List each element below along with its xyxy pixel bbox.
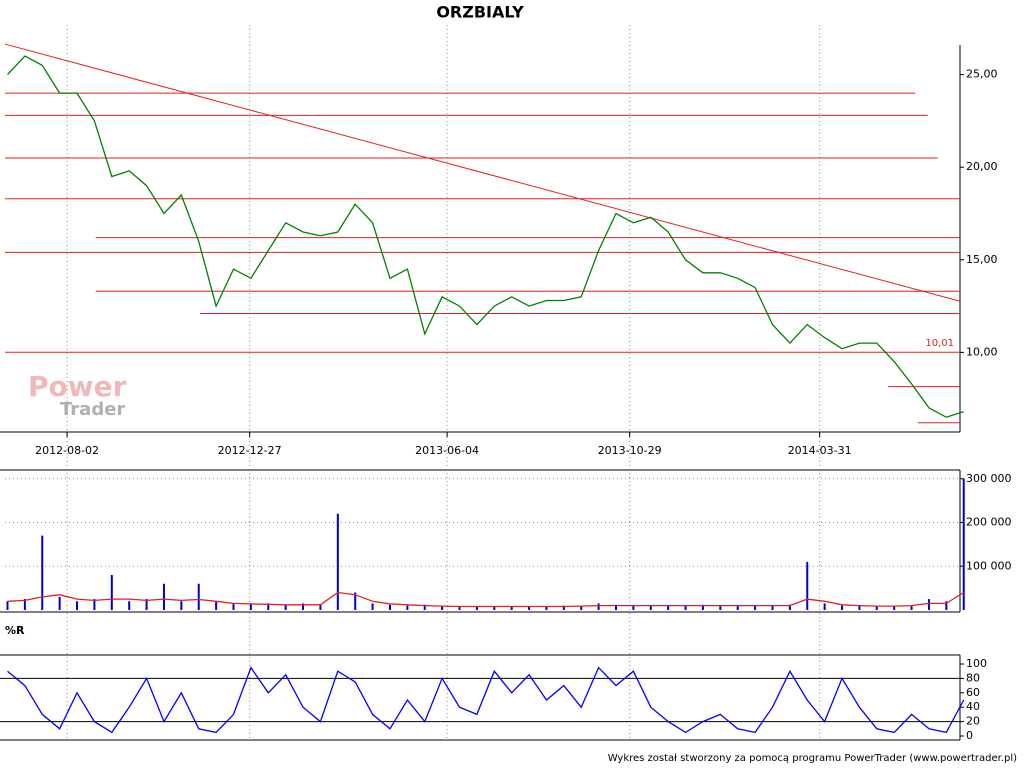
volume-bar: [771, 605, 774, 610]
volume-bar: [754, 605, 757, 610]
x-tick-label: 2013-06-04: [415, 444, 479, 457]
x-tick-label: 2012-12-27: [218, 444, 282, 457]
volume-bar: [545, 606, 548, 610]
y-tick-label: 40: [966, 700, 980, 713]
volume-bar: [162, 583, 165, 610]
x-tick-label: 2014-03-31: [788, 444, 852, 457]
volume-bar: [788, 604, 791, 610]
volume-bar: [319, 604, 322, 610]
volume-bar: [841, 605, 844, 610]
volume-bar: [962, 478, 965, 610]
y-tick-label: 20: [966, 715, 980, 728]
y-tick-label: 60: [966, 686, 980, 699]
footer: Wykres został stworzony za pomocą progra…: [608, 753, 1017, 764]
volume-bar: [823, 603, 826, 610]
volume-bar: [267, 603, 270, 610]
price-line: [7, 55, 964, 418]
volume-bar: [76, 601, 79, 610]
volume-bar: [406, 605, 409, 610]
volume-bar: [23, 599, 26, 610]
volume-bar: [128, 601, 131, 610]
volume-bar: [145, 599, 148, 610]
volume-bar: [6, 601, 9, 610]
volume-bar: [302, 603, 305, 610]
volume-bar: [336, 513, 339, 610]
volume-bar: [180, 601, 183, 610]
volume-bar: [806, 561, 809, 610]
volume-bar: [580, 605, 583, 610]
y-tick-label: 25,00: [966, 68, 998, 81]
volume-bar: [719, 605, 722, 610]
volume-bar: [249, 603, 252, 610]
williams-r-line: [7, 666, 965, 734]
volume-bar: [893, 605, 896, 610]
volume-bar: [858, 605, 861, 610]
watermark: Trader: [60, 399, 125, 420]
y-tick-label: 80: [966, 671, 980, 684]
volume-bar: [41, 535, 44, 610]
y-tick-label: 0: [966, 729, 973, 742]
volume-bar: [632, 605, 635, 610]
volume-bar: [58, 596, 61, 610]
panel-title: %R: [5, 624, 25, 637]
volume-bar: [388, 604, 391, 610]
volume-bar: [701, 604, 704, 610]
volume-bar: [423, 604, 426, 610]
volume-bar: [684, 605, 687, 610]
y-tick-label: 100 000: [966, 559, 1012, 572]
volume-bar: [667, 605, 670, 610]
volume-bar: [110, 575, 113, 610]
volume-bar: [615, 604, 618, 610]
watermark: Power: [28, 370, 127, 403]
volume-bar: [93, 599, 96, 610]
y-tick-label: 15,00: [966, 253, 998, 266]
chart-title: ORZBIALY: [436, 3, 524, 22]
volume-average: [7, 591, 965, 608]
y-tick-label: 20,00: [966, 160, 998, 173]
y-tick-label: 200 000: [966, 516, 1012, 529]
volume-bar: [562, 605, 565, 610]
x-tick-label: 2012-08-02: [35, 444, 99, 457]
volume-bar: [510, 606, 513, 610]
volume-bar: [528, 606, 531, 610]
volume-bar: [371, 603, 374, 610]
volume-bar: [927, 599, 930, 610]
trend-line: [4, 43, 961, 302]
volume-bar: [354, 592, 357, 610]
volume-bar: [458, 606, 461, 610]
volume-bar: [215, 601, 218, 610]
volume-bar: [197, 583, 200, 610]
y-tick-label: 300 000: [966, 472, 1012, 485]
volume-bar: [649, 605, 652, 610]
volume-bar: [441, 606, 444, 610]
volume-bar: [910, 605, 913, 610]
volume-bar: [945, 601, 948, 610]
volume-bar: [875, 606, 878, 610]
volume-bar: [284, 604, 287, 610]
line-label: 10,01: [925, 338, 954, 349]
x-tick-label: 2013-10-29: [598, 444, 662, 457]
volume-bar: [736, 605, 739, 610]
volume-bar: [597, 603, 600, 610]
volume-bar: [232, 603, 235, 610]
volume-bar: [493, 606, 496, 610]
volume-bar: [475, 606, 478, 610]
y-tick-label: 100: [966, 657, 987, 670]
y-tick-label: 10,00: [966, 345, 998, 358]
